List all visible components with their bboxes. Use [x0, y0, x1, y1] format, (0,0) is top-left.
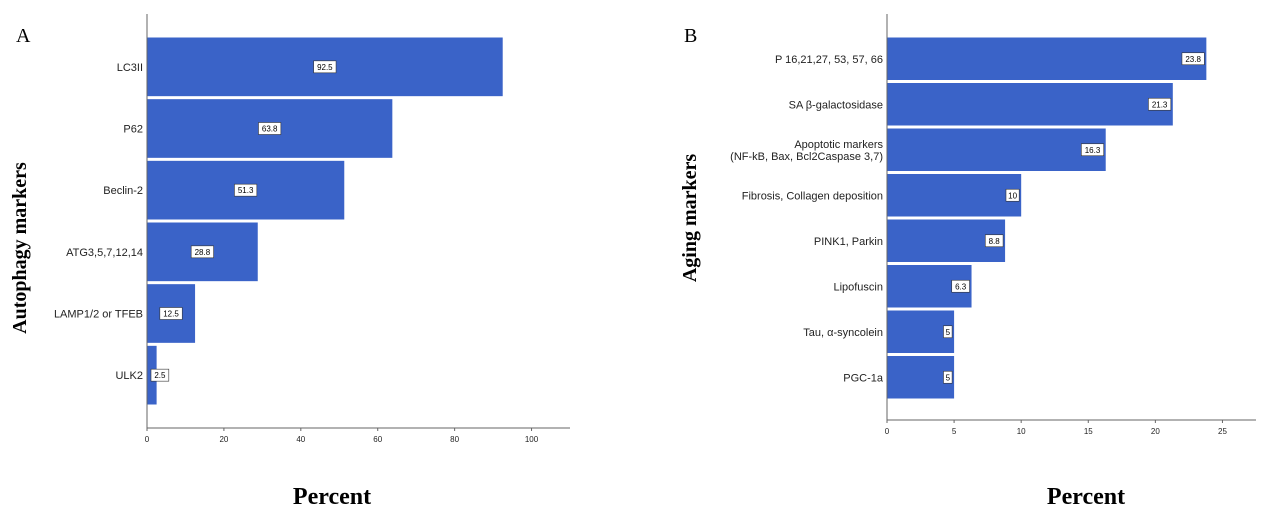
panel-b-label: B: [684, 25, 697, 47]
panel-b-bar: [887, 83, 1173, 126]
panel-a-y-axis-title: Autophagy markers: [9, 162, 31, 334]
panel-a: A Autophagy markers Percent 0 20 40 60 80 100…: [9, 14, 570, 509]
panel-a-data-label-box: [190, 245, 214, 259]
panel-a-x-tick-label: 100: [525, 435, 539, 444]
panel-b-data-label-box: [943, 325, 953, 339]
panel-b-bar: [887, 174, 1022, 217]
panel-b-y-axis-title: Aging markers: [679, 154, 701, 283]
panel-a-category-label-line: Beclin-2: [103, 185, 143, 197]
panel-b-data-label-box: [943, 370, 953, 384]
panel-a-x-tick-label: 40: [296, 435, 305, 444]
panel-a-category-label-line: ATG3,5,7,12,14: [66, 247, 143, 259]
panel-b-category-label: Fibrosis, Collagen deposition: [742, 190, 883, 202]
panel-a-data-label-box: [313, 60, 337, 74]
panel-b-plot: 0 5 10 15 20 25 P 16,21,27, 53, 57, 66 23.8 SA β…: [730, 14, 1256, 436]
panel-a-data-label: 51.3: [238, 186, 254, 195]
panel-b-data-label-box: [951, 279, 970, 293]
panel-a-data-label: 2.5: [154, 371, 166, 380]
panel-b-x-tick-label: 15: [1084, 427, 1093, 436]
panel-b-data-label: 10: [1008, 191, 1017, 200]
panel-b-bar: [887, 37, 1207, 80]
panel-b-category-label: Apoptotic markers (NF-kB, Bax, Bcl2Caspas…: [730, 139, 883, 163]
panel-a-category-label: ATG3,5,7,12,14: [66, 247, 143, 259]
panel-b-data-label: 5: [946, 373, 951, 382]
panel-b-x-tick-label: 20: [1151, 427, 1160, 436]
panel-b-data-label-box: [1005, 188, 1020, 202]
panel-a-data-label: 63.8: [262, 125, 278, 134]
panel-b-category-label: PINK1, Parkin: [814, 236, 883, 248]
panel-b-category-label: SA β-galactosidase: [789, 99, 883, 111]
panel-b-bar: [887, 128, 1106, 171]
panel-a-label: A: [16, 25, 31, 47]
panel-b-data-label-box: [1148, 97, 1172, 111]
panel-a-data-label: 12.5: [163, 310, 179, 319]
panel-b-category-label: Lipofuscin: [833, 281, 883, 293]
panel-b-bar: [887, 310, 955, 353]
panel-b-category-label-line: P 16,21,27, 53, 57, 66: [775, 54, 883, 66]
panel-a-x-axis-title: Percent: [293, 484, 371, 509]
panel-a-x-tick-label: 20: [219, 435, 228, 444]
panel-b-category-label-line: (NF-kB, Bax, Bcl2Caspase 3,7): [730, 151, 883, 163]
panel-a-data-label-box: [234, 183, 258, 197]
panel-b-category-label: PGC-1a: [843, 372, 884, 384]
panel-b-x-tick-label: 0: [885, 427, 890, 436]
panel-a-x-tick-label: 0: [145, 435, 150, 444]
panel-b-data-label-box: [1181, 52, 1205, 66]
panel-b-data-label: 16.3: [1085, 146, 1101, 155]
panel-b-data-label: 5: [946, 328, 951, 337]
panel-b-category-label: Tau, α-syncolein: [803, 327, 883, 339]
panel-a-data-label: 28.8: [195, 248, 211, 257]
panel-b-x-axis-title: Percent: [1047, 484, 1125, 509]
panel-b-category-label-line: PGC-1a: [843, 372, 884, 384]
panel-b-category-label-line: Apoptotic markers: [794, 139, 883, 151]
panel-a-category-label: LAMP1/2 or TFEB: [54, 309, 143, 321]
panel-a-category-label: P62: [123, 124, 143, 136]
panel-a-category-label-line: P62: [123, 124, 143, 136]
panel-a-category-label-line: LC3II: [117, 62, 143, 74]
panel-a-data-label-box: [159, 307, 183, 320]
panel-a-data-label: 92.5: [317, 63, 333, 72]
panel-a-category-label: ULK2: [115, 370, 143, 382]
panel-a-plot: 0 20 40 60 80 100 LC3II 92.5 P62 63.8 Beclin-2 51.3…: [54, 14, 570, 444]
panel-a-x-tick-label: 60: [373, 435, 382, 444]
panel-b-data-label: 21.3: [1152, 100, 1168, 109]
panel-a-category-label: Beclin-2: [103, 185, 143, 197]
panel-a-category-label: LC3II: [117, 62, 143, 74]
panel-b-category-label-line: Lipofuscin: [833, 281, 883, 293]
panel-b: B Aging markers Percent 0 5 10 15 20 25 P 16,2…: [679, 14, 1256, 509]
panel-b-category-label-line: Tau, α-syncolein: [803, 327, 883, 339]
panel-b-data-label: 6.3: [955, 282, 967, 291]
panel-b-category-label-line: SA β-galactosidase: [789, 99, 883, 111]
panel-b-data-label-box: [1081, 143, 1105, 157]
panel-b-x-tick-label: 10: [1017, 427, 1026, 436]
panel-b-x-tick-label: 5: [952, 427, 957, 436]
panel-b-bar: [887, 356, 955, 399]
panel-a-category-label-line: ULK2: [115, 370, 143, 382]
panel-b-data-label: 8.8: [989, 237, 1001, 246]
panel-a-category-label-line: LAMP1/2 or TFEB: [54, 309, 143, 321]
panel-a-data-label-box: [150, 368, 170, 382]
panel-b-category-label-line: Fibrosis, Collagen deposition: [742, 190, 883, 202]
panel-b-category-label-line: PINK1, Parkin: [814, 236, 883, 248]
panel-a-x-tick-label: 80: [450, 435, 459, 444]
panel-b-category-label: P 16,21,27, 53, 57, 66: [775, 54, 883, 66]
panel-b-data-label-box: [984, 234, 1004, 248]
panel-a-data-label-box: [258, 122, 282, 135]
panel-b-data-label: 23.8: [1185, 55, 1201, 64]
panel-b-x-tick-label: 25: [1218, 427, 1227, 436]
